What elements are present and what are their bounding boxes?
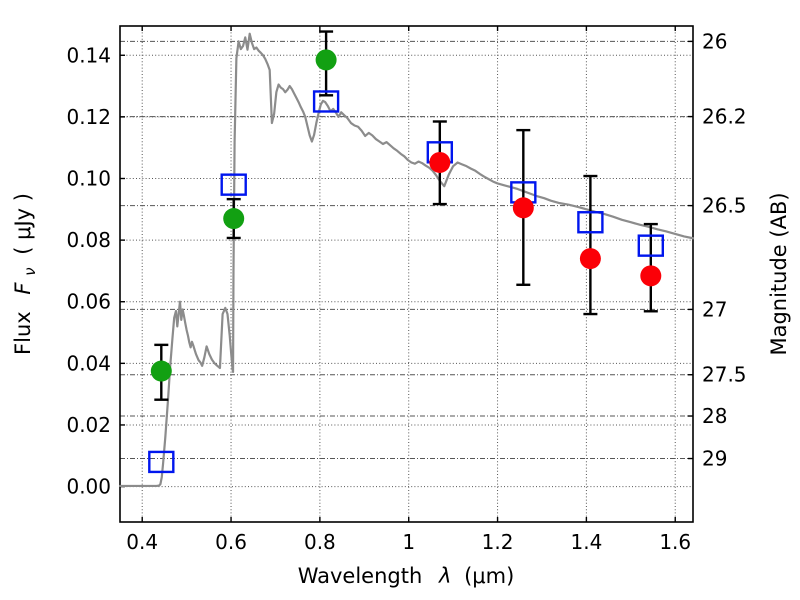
observed-photometry-circle <box>150 360 172 382</box>
model-spectrum-line <box>118 32 695 488</box>
y-right-tick-label: 26 <box>702 29 727 53</box>
y-axis-right-label: Magnitude (AB) <box>767 192 791 355</box>
x-tick-label: 0.8 <box>304 530 336 554</box>
observed-photometry-circle <box>315 49 337 71</box>
y-axis-left-label-name: Flux <box>11 311 35 355</box>
y-right-tick-label: 26.5 <box>702 194 747 218</box>
model-photometry-square <box>637 234 665 257</box>
x-tick-label: 0.4 <box>126 530 158 554</box>
x-axis-label-name: Wavelength <box>298 564 423 588</box>
observed-photometry-circles <box>150 49 662 382</box>
axis-ticks <box>120 26 693 522</box>
y-right-tick-label: 26.2 <box>702 105 747 129</box>
x-tick-label: 0.6 <box>215 530 247 554</box>
grid-lines <box>120 26 693 522</box>
y-left-tick-label: 0.14 <box>66 43 111 67</box>
y-left-tick-label: 0.02 <box>66 413 111 437</box>
model-photometry-square <box>148 450 175 474</box>
y-left-tick-label: 0.12 <box>66 105 111 129</box>
x-tick-label: 1.4 <box>570 530 602 554</box>
x-axis-label-unit: (μm) <box>464 564 514 588</box>
observed-photometry-circle <box>223 208 245 230</box>
x-tick-label: 1.6 <box>659 530 691 554</box>
y-right-tick-label: 27 <box>702 297 727 321</box>
y-left-tick-label: 0.10 <box>66 166 111 190</box>
model-photometry-square <box>577 211 604 234</box>
observed-photometry-circle <box>429 151 451 173</box>
x-axis-label-symbol: λ <box>438 564 451 588</box>
y-right-tick-label: 29 <box>702 447 727 471</box>
y-right-tick-label: 27.5 <box>702 363 747 387</box>
plot-frame <box>119 25 694 523</box>
observed-photometry-circle <box>579 248 601 270</box>
y-left-tick-label: 0.06 <box>66 290 111 314</box>
observed-photometry-circle <box>512 197 534 219</box>
y-axis-left-label-unit: ( μJy ) <box>11 193 35 255</box>
model-spectrum-path <box>118 32 695 488</box>
y-axis-left-label-subscript: ν <box>21 267 39 275</box>
y-left-tick-label: 0.04 <box>66 351 111 375</box>
axis-tick-labels: 0.4 0.6 0.8 1 1.2 1.4 1.6 0.00 0.02 0.04 0.06 0.08 0… <box>66 29 746 554</box>
x-axis-label: Wavelength λ (μm) <box>298 564 515 588</box>
observed-photometry-circle <box>640 265 662 287</box>
model-photometry-square <box>220 173 247 196</box>
y-axis-left-label: Flux F ν ( μJy ) <box>11 193 40 355</box>
model-photometry-square <box>312 90 340 113</box>
y-axis-left-label-symbol: F <box>11 282 35 295</box>
x-tick-label: 1.2 <box>482 530 514 554</box>
y-left-tick-label: 0.00 <box>66 475 111 499</box>
y-right-tick-label: 28 <box>702 404 727 428</box>
x-tick-label: 1 <box>402 530 415 554</box>
y-left-tick-label: 0.08 <box>66 228 111 252</box>
